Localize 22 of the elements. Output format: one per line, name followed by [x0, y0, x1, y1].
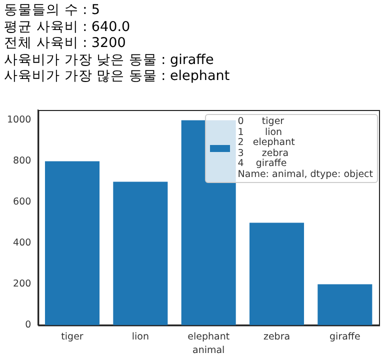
x-tick-label: giraffe	[330, 331, 360, 342]
x-tick-label: lion	[132, 331, 149, 342]
text: 동물들의 수 : 5	[4, 2, 102, 18]
y-tick-label: 1000	[6, 114, 32, 126]
bar	[44, 161, 100, 326]
x-tick-label: elephant	[188, 331, 230, 342]
text: 사육비가 가장 많은 동물 : elephant	[4, 68, 230, 84]
y-tick-label: 0	[25, 320, 32, 331]
y-tick-label: 600	[13, 196, 32, 208]
x-tick-label: zebra	[263, 331, 290, 342]
legend-label: 0 tiger 1 lion 2 elephant 3 zebra 4 giraffe Name: animal, dtype: object	[238, 116, 373, 180]
bar	[249, 222, 304, 326]
x-tick-label: tiger	[61, 331, 84, 342]
bar	[113, 182, 168, 326]
x-axis-title: animal	[192, 344, 225, 356]
y-tick-label: 800	[13, 156, 32, 167]
text: 전체 사육비 : 3200	[4, 35, 127, 52]
text: 평균 사육비 : 640.0	[4, 18, 132, 35]
y-tick-label: 200	[13, 278, 32, 290]
bar	[318, 284, 372, 326]
y-tick-label: 400	[13, 238, 32, 249]
text: 사육비가 가장 낮은 동물 : giraffe	[4, 52, 215, 68]
